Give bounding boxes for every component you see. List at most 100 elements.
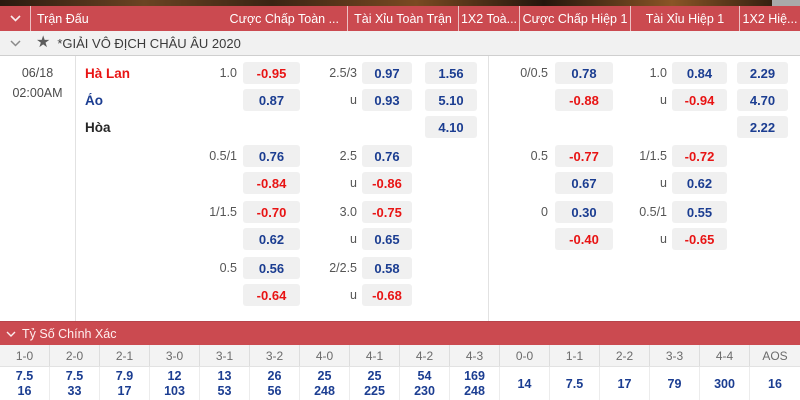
odds-block: 0.5/1 0.76 2.5 0.76 -0.84 u -0.86 (76, 145, 477, 194)
score-column-header: 3-0 (150, 345, 200, 366)
score-column: 300 (700, 367, 750, 400)
x12-odds-button[interactable]: 2.29 (737, 62, 788, 84)
handicap-odds-button[interactable]: 0.62 (243, 228, 300, 250)
score-odds-button[interactable]: 225 (364, 384, 385, 398)
league-collapse-button[interactable] (0, 39, 30, 47)
odds-block: 0 0.30 0.5/1 0.55 -0.40 u -0.65 (489, 201, 788, 250)
team-name: Hòa (85, 119, 111, 135)
score-column-header: 3-1 (200, 345, 250, 366)
score-odds-button[interactable]: 7.5 (565, 376, 584, 391)
over-under-odds-button[interactable]: 0.93 (362, 89, 412, 111)
over-under-odds-button[interactable]: -0.68 (362, 284, 412, 306)
handicap-odds-button[interactable]: 0.67 (555, 172, 613, 194)
x12-odds-button[interactable]: 4.70 (737, 89, 788, 111)
odds-row: 0.5/1 0.76 2.5 0.76 (76, 145, 477, 167)
handicap-odds-button[interactable]: 0.56 (243, 257, 300, 279)
first-half-odds-half: 0/0.5 0.78 1.0 0.84 2.29 -0.88 u -0.94 4.70 2.22 0… (488, 56, 800, 321)
league-row: ★ *GIẢI VÔ ĐỊCH CHÂU ÂU 2020 (0, 31, 800, 56)
score-odds-button[interactable]: 25 (317, 369, 332, 383)
odds-row: 2.22 (489, 116, 788, 138)
over-under-odds-button[interactable]: 0.84 (672, 62, 727, 84)
score-odds-button[interactable]: 248 (314, 384, 335, 398)
over-under-odds-button[interactable]: -0.72 (672, 145, 727, 167)
over-under-odds-button[interactable]: 0.55 (672, 201, 727, 223)
x12-odds-button[interactable]: 5.10 (425, 89, 477, 111)
correct-score-collapse-button[interactable] (0, 331, 22, 337)
handicap-odds-button[interactable]: -0.70 (243, 201, 300, 223)
score-odds-button[interactable]: 26 (267, 369, 282, 383)
over-under-odds-button[interactable]: -0.75 (362, 201, 412, 223)
match-date: 06/18 (21, 66, 54, 80)
odds-block (489, 257, 788, 306)
over-under-odds-button[interactable]: 0.62 (672, 172, 727, 194)
handicap-odds-button[interactable]: -0.95 (243, 62, 300, 84)
score-odds-button[interactable]: 53 (217, 384, 232, 398)
handicap-odds-button[interactable]: -0.84 (243, 172, 300, 194)
handicap-odds-button[interactable]: -0.64 (243, 284, 300, 306)
half-1x2-column-header[interactable]: 1X2 Hiệ... (739, 6, 800, 31)
score-column: 54 230 (400, 367, 450, 400)
over-under-line: u (350, 176, 357, 190)
handicap-odds-button[interactable]: -0.77 (555, 145, 613, 167)
over-under-odds-button[interactable]: 0.76 (362, 145, 412, 167)
handicap-odds-button[interactable]: -0.40 (555, 228, 613, 250)
score-odds-button[interactable]: 300 (714, 376, 735, 391)
score-column-header: 4-0 (300, 345, 350, 366)
score-odds-button[interactable]: 13 (217, 369, 232, 383)
score-odds-button[interactable]: 7.9 (115, 369, 134, 383)
score-odds-button[interactable]: 248 (464, 384, 485, 398)
score-odds-button[interactable]: 14 (517, 376, 532, 391)
handicap-odds-button[interactable]: 0.30 (555, 201, 613, 223)
score-odds-button[interactable]: 16 (768, 376, 782, 391)
handicap-odds-button[interactable]: -0.88 (555, 89, 613, 111)
x12-odds-button[interactable]: 1.56 (425, 62, 477, 84)
score-odds-button[interactable]: 16 (17, 384, 32, 398)
correct-score-body-row: 7.5 16 7.5 33 7.9 17 12 103 13 53 26 56 25 248 25 225 54… (0, 367, 800, 400)
handicap-odds-button[interactable]: 0.87 (243, 89, 300, 111)
handicap-odds-button[interactable]: 0.78 (555, 62, 613, 84)
half-over-under-column-header[interactable]: Tài Xỉu Hiệp 1 (630, 6, 739, 31)
collapse-all-button[interactable] (0, 6, 30, 31)
match-header-cell: Trận Đấu Cược Chấp Toàn ... (30, 6, 347, 31)
correct-score-title: Tỷ Số Chính Xác (22, 326, 117, 341)
x12-odds-button[interactable]: 4.10 (425, 116, 477, 138)
score-odds-button[interactable]: 7.5 (65, 369, 84, 383)
full-handicap-column-header[interactable]: Cược Chấp Toàn ... (229, 11, 339, 26)
score-column: 12 103 (150, 367, 200, 400)
odds-block: 0.5 0.56 2/2.5 0.58 -0.64 u -0.68 (76, 257, 477, 306)
score-column: 25 225 (350, 367, 400, 400)
odds-row (489, 284, 788, 306)
score-column-header: 4-2 (400, 345, 450, 366)
full-over-under-column-header[interactable]: Tài Xỉu Toàn Trận (347, 6, 458, 31)
over-under-odds-button[interactable]: -0.86 (362, 172, 412, 194)
half-handicap-column-header[interactable]: Cược Chấp Hiệp 1 (519, 6, 630, 31)
score-odds-button[interactable]: 56 (267, 384, 282, 398)
score-odds-button[interactable]: 25 (367, 369, 382, 383)
match-time: 02:00AM (12, 86, 63, 100)
over-under-line: u (660, 176, 667, 190)
over-under-line: u (350, 93, 357, 107)
score-odds-button[interactable]: 33 (67, 384, 82, 398)
full-1x2-column-header[interactable]: 1X2 Toà... (458, 6, 519, 31)
over-under-odds-button[interactable]: 0.97 (362, 62, 412, 84)
score-odds-button[interactable]: 17 (617, 376, 632, 391)
score-odds-button[interactable]: 17 (117, 384, 132, 398)
score-odds-button[interactable]: 230 (414, 384, 435, 398)
x12-odds-button[interactable]: 2.22 (737, 116, 788, 138)
score-odds-button[interactable]: 169 (464, 369, 485, 383)
over-under-odds-button[interactable]: -0.94 (672, 89, 727, 111)
score-odds-button[interactable]: 103 (164, 384, 185, 398)
score-odds-button[interactable]: 12 (167, 369, 182, 383)
star-icon[interactable]: ★ (36, 34, 51, 51)
odds-row: 0.5 0.56 2/2.5 0.58 (76, 257, 477, 279)
score-odds-button[interactable]: 7.5 (15, 369, 34, 383)
over-under-odds-button[interactable]: 0.58 (362, 257, 412, 279)
odds-row: 0.62 u 0.65 (76, 228, 477, 250)
over-under-odds-button[interactable]: -0.65 (672, 228, 727, 250)
score-odds-button[interactable]: 79 (667, 376, 682, 391)
over-under-odds-button[interactable]: 0.65 (362, 228, 412, 250)
handicap-odds-button[interactable]: 0.76 (243, 145, 300, 167)
handicap-line: 0.5/1 (209, 149, 237, 163)
score-column-header: 1-1 (550, 345, 600, 366)
score-odds-button[interactable]: 54 (417, 369, 432, 383)
